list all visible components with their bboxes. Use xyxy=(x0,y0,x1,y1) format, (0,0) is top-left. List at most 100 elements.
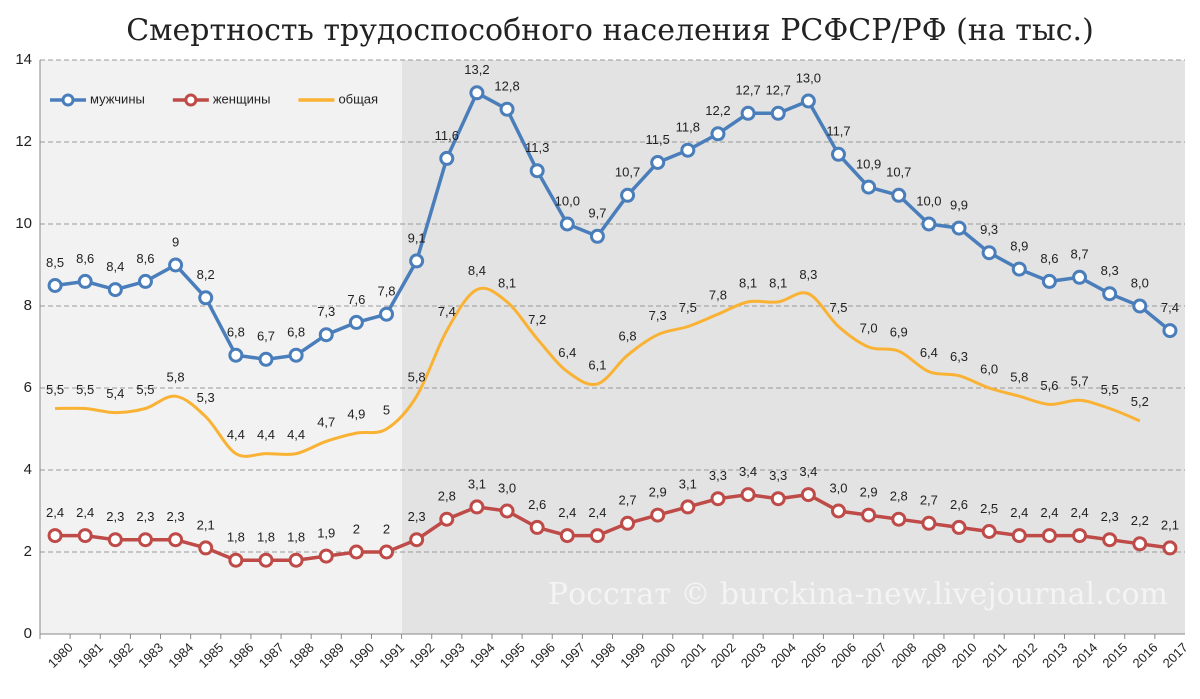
value-label: 3,1 xyxy=(468,476,486,491)
value-label: 4,7 xyxy=(317,415,335,430)
y-tick-label: 0 xyxy=(24,625,32,642)
value-label: 3,4 xyxy=(739,464,757,479)
value-label: 2,9 xyxy=(860,485,878,500)
legend-marker xyxy=(184,93,198,107)
point xyxy=(951,220,967,236)
point xyxy=(348,314,364,330)
x-tick-label: 1981 xyxy=(75,640,106,671)
value-label: 7,5 xyxy=(829,300,847,315)
value-label: 11,8 xyxy=(676,120,700,135)
point xyxy=(439,150,455,166)
point xyxy=(921,515,937,531)
x-tick-label: 2003 xyxy=(738,640,769,671)
x-tick-label: 1997 xyxy=(557,640,588,671)
point xyxy=(1102,286,1118,302)
value-label: 9,1 xyxy=(408,230,426,245)
value-label: 4,4 xyxy=(287,427,305,442)
point xyxy=(288,552,304,568)
value-label: 7,4 xyxy=(1161,300,1179,315)
value-label: 1,8 xyxy=(287,530,305,545)
point xyxy=(1011,261,1027,277)
value-label: 7,3 xyxy=(649,308,667,323)
value-label: 2,4 xyxy=(588,505,606,520)
value-label: 8,3 xyxy=(1101,263,1119,278)
x-tick-label: 1991 xyxy=(376,640,407,671)
value-label: 7,3 xyxy=(317,304,335,319)
point xyxy=(529,163,545,179)
value-label: 2,8 xyxy=(438,489,456,504)
value-label: 3,1 xyxy=(679,476,697,491)
value-label: 12,7 xyxy=(766,83,791,98)
point xyxy=(1041,528,1057,544)
value-label: 6,4 xyxy=(920,345,938,360)
value-label: 3,3 xyxy=(709,468,727,483)
value-label: 6,7 xyxy=(257,329,275,344)
point xyxy=(228,347,244,363)
x-tick-label: 1994 xyxy=(467,640,498,671)
value-label: 6,8 xyxy=(227,325,245,340)
value-label: 2,4 xyxy=(46,505,64,520)
point xyxy=(198,290,214,306)
value-label: 12,8 xyxy=(494,79,519,94)
y-tick-label: 8 xyxy=(24,297,32,314)
x-tick-label: 1985 xyxy=(195,640,226,671)
value-label: 7,0 xyxy=(860,320,878,335)
point xyxy=(1132,298,1148,314)
x-tick-label: 2016 xyxy=(1130,640,1161,671)
value-label: 2,7 xyxy=(619,493,637,508)
chart-title: Смертность трудоспособного населения РСФ… xyxy=(126,13,1094,48)
point xyxy=(107,282,123,298)
point xyxy=(1132,536,1148,552)
x-tick-label: 2000 xyxy=(647,640,678,671)
value-label: 10,7 xyxy=(886,165,911,180)
point xyxy=(981,524,997,539)
point xyxy=(348,544,364,560)
point xyxy=(409,532,425,548)
value-label: 1,8 xyxy=(257,530,275,545)
point xyxy=(830,503,846,519)
value-label: 13,0 xyxy=(796,70,821,85)
point xyxy=(620,187,636,203)
x-tick-label: 2009 xyxy=(919,640,950,671)
x-tick-label: 2002 xyxy=(708,640,739,671)
point xyxy=(168,257,184,273)
point xyxy=(1072,269,1088,285)
point xyxy=(137,532,153,548)
value-label: 5,5 xyxy=(136,382,154,397)
point xyxy=(47,278,63,293)
point xyxy=(710,491,726,507)
value-label: 2,9 xyxy=(649,485,667,500)
value-label: 4,9 xyxy=(347,407,365,422)
point xyxy=(379,306,395,322)
value-label: 10,0 xyxy=(555,193,580,208)
value-label: 2,3 xyxy=(408,509,426,524)
background-right xyxy=(402,60,1185,634)
value-label: 3,0 xyxy=(498,480,516,495)
value-label: 2,6 xyxy=(950,497,968,512)
value-label: 6,0 xyxy=(980,361,998,376)
point xyxy=(770,491,786,507)
point xyxy=(891,187,907,203)
value-label: 2,4 xyxy=(1010,505,1028,520)
point xyxy=(830,146,846,162)
x-tick-label: 1993 xyxy=(436,640,467,671)
point xyxy=(439,511,455,527)
point xyxy=(891,511,907,527)
value-label: 5,8 xyxy=(167,370,185,385)
x-tick-label: 1999 xyxy=(617,640,648,671)
point xyxy=(379,544,395,560)
value-label: 5,6 xyxy=(1040,378,1058,393)
point xyxy=(47,528,63,544)
point xyxy=(168,532,184,548)
value-label: 2,3 xyxy=(106,509,124,524)
point xyxy=(77,528,93,544)
point xyxy=(770,105,786,121)
value-label: 2,4 xyxy=(558,505,576,520)
x-tick-label: 2014 xyxy=(1069,640,1100,671)
value-label: 8,6 xyxy=(1040,251,1058,266)
point xyxy=(921,216,937,232)
point xyxy=(1162,323,1178,339)
y-tick-label: 14 xyxy=(15,51,32,68)
x-tick-label: 2013 xyxy=(1039,640,1070,671)
